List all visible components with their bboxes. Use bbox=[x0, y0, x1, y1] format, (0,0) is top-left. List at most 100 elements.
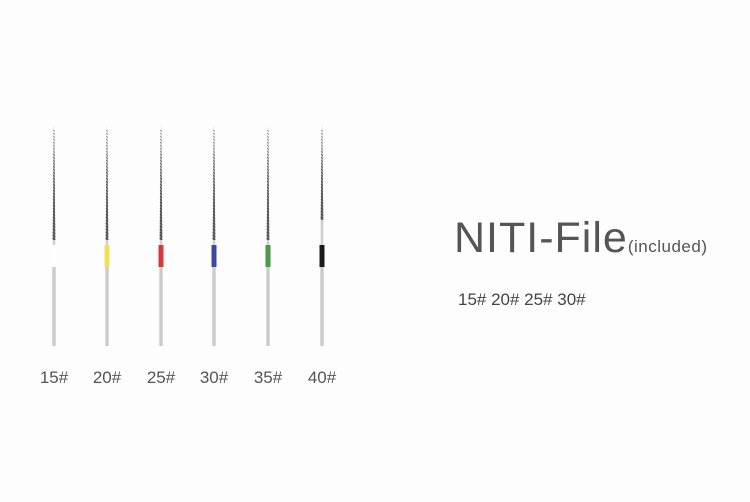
flute-twist bbox=[106, 159, 108, 162]
flute-twist bbox=[160, 159, 162, 162]
flute-twist bbox=[212, 174, 216, 177]
title-main: NITI-File bbox=[454, 214, 628, 262]
flute-twist bbox=[159, 180, 163, 183]
product-title: NITI-File(included) bbox=[454, 214, 707, 263]
flute-twist bbox=[266, 198, 270, 201]
flute-twist bbox=[266, 192, 270, 195]
flute-twist bbox=[160, 165, 162, 168]
flute-twist bbox=[105, 219, 109, 222]
flute-twist bbox=[320, 174, 324, 177]
flute-twist bbox=[105, 177, 109, 180]
flute-twist bbox=[320, 198, 324, 201]
flute-twist bbox=[159, 174, 163, 177]
flute-twist bbox=[53, 168, 55, 171]
flute-twist bbox=[52, 198, 56, 201]
flute-twist bbox=[52, 201, 56, 204]
flute-twist bbox=[53, 129, 55, 132]
flute-twist bbox=[266, 201, 270, 204]
flute-twist bbox=[52, 219, 56, 222]
flute-twist bbox=[321, 132, 323, 135]
flute-twist bbox=[159, 228, 163, 231]
flute-twist bbox=[52, 216, 56, 219]
flute-twist bbox=[105, 186, 109, 189]
flute-twist bbox=[159, 204, 163, 207]
flute-twist bbox=[212, 177, 216, 180]
flute-twist bbox=[160, 147, 162, 150]
flute-twist bbox=[53, 141, 55, 144]
flute-twist bbox=[212, 210, 216, 213]
flute-twist bbox=[266, 213, 270, 216]
flute-twist bbox=[320, 192, 324, 195]
flute-twist bbox=[213, 153, 215, 156]
flute-twist bbox=[212, 204, 216, 207]
flute-twist bbox=[53, 147, 55, 150]
flute-twist bbox=[267, 168, 269, 171]
flute-twist bbox=[53, 144, 55, 147]
flute-twist bbox=[267, 141, 269, 144]
flute-twist bbox=[320, 171, 324, 174]
file-neck bbox=[52, 240, 56, 245]
flute-twist bbox=[159, 177, 163, 180]
flute-twist bbox=[105, 180, 109, 183]
flute-twist bbox=[267, 150, 269, 153]
flute-twist bbox=[105, 210, 109, 213]
flute-twist bbox=[212, 219, 216, 222]
flute-twist bbox=[321, 138, 323, 141]
flute-twist bbox=[267, 132, 269, 135]
flute-twist bbox=[160, 141, 162, 144]
flute-twist bbox=[160, 162, 162, 165]
flute-twist bbox=[52, 183, 56, 186]
flute-twist bbox=[212, 201, 216, 204]
flute-twist bbox=[321, 162, 323, 165]
flute-twist bbox=[160, 153, 162, 156]
flute-twist bbox=[106, 168, 108, 171]
flute-twist bbox=[321, 156, 323, 159]
flute-twist bbox=[320, 180, 324, 183]
flute-twist bbox=[212, 180, 216, 183]
flute-twist bbox=[159, 207, 163, 210]
flute-twist bbox=[159, 186, 163, 189]
flute-twist bbox=[320, 210, 324, 213]
flute-twist bbox=[212, 222, 216, 225]
size-label: 15# bbox=[39, 368, 69, 387]
included-sizes: 15# 20# 25# 30# bbox=[458, 290, 586, 309]
flute-twist bbox=[266, 174, 270, 177]
flute-twist bbox=[320, 165, 324, 168]
flute-twist bbox=[213, 165, 215, 168]
flute-twist bbox=[267, 159, 269, 162]
shaft-highlight bbox=[53, 267, 55, 346]
flute-twist bbox=[320, 201, 324, 204]
flute-twist bbox=[321, 150, 323, 153]
flute-twist bbox=[105, 213, 109, 216]
flute-twist bbox=[266, 186, 270, 189]
flute-twist bbox=[321, 129, 323, 132]
flute-twist bbox=[159, 234, 163, 237]
flute-twist bbox=[212, 231, 216, 234]
flute-twist bbox=[320, 186, 324, 189]
flute-twist bbox=[266, 180, 270, 183]
file-neck bbox=[266, 240, 270, 245]
flute-twist bbox=[159, 222, 163, 225]
flute-twist bbox=[52, 177, 56, 180]
flute-twist bbox=[106, 147, 108, 150]
flute-twist bbox=[159, 192, 163, 195]
flute-twist bbox=[52, 210, 56, 213]
flute-twist bbox=[321, 135, 323, 138]
flute-twist bbox=[160, 168, 162, 171]
size-label: 35# bbox=[253, 368, 283, 387]
flute-twist bbox=[52, 189, 56, 192]
flute-twist bbox=[213, 141, 215, 144]
flute-twist bbox=[266, 189, 270, 192]
flute-twist bbox=[266, 237, 270, 240]
flute-twist bbox=[266, 231, 270, 234]
flute-twist bbox=[266, 219, 270, 222]
flute-twist bbox=[159, 231, 163, 234]
flute-twist bbox=[160, 132, 162, 135]
flute-twist bbox=[212, 225, 216, 228]
flute-twist bbox=[52, 180, 56, 183]
flute-twist bbox=[52, 174, 56, 177]
shaft-highlight bbox=[106, 267, 108, 346]
flute-twist bbox=[106, 153, 108, 156]
flute-twist bbox=[159, 237, 163, 240]
